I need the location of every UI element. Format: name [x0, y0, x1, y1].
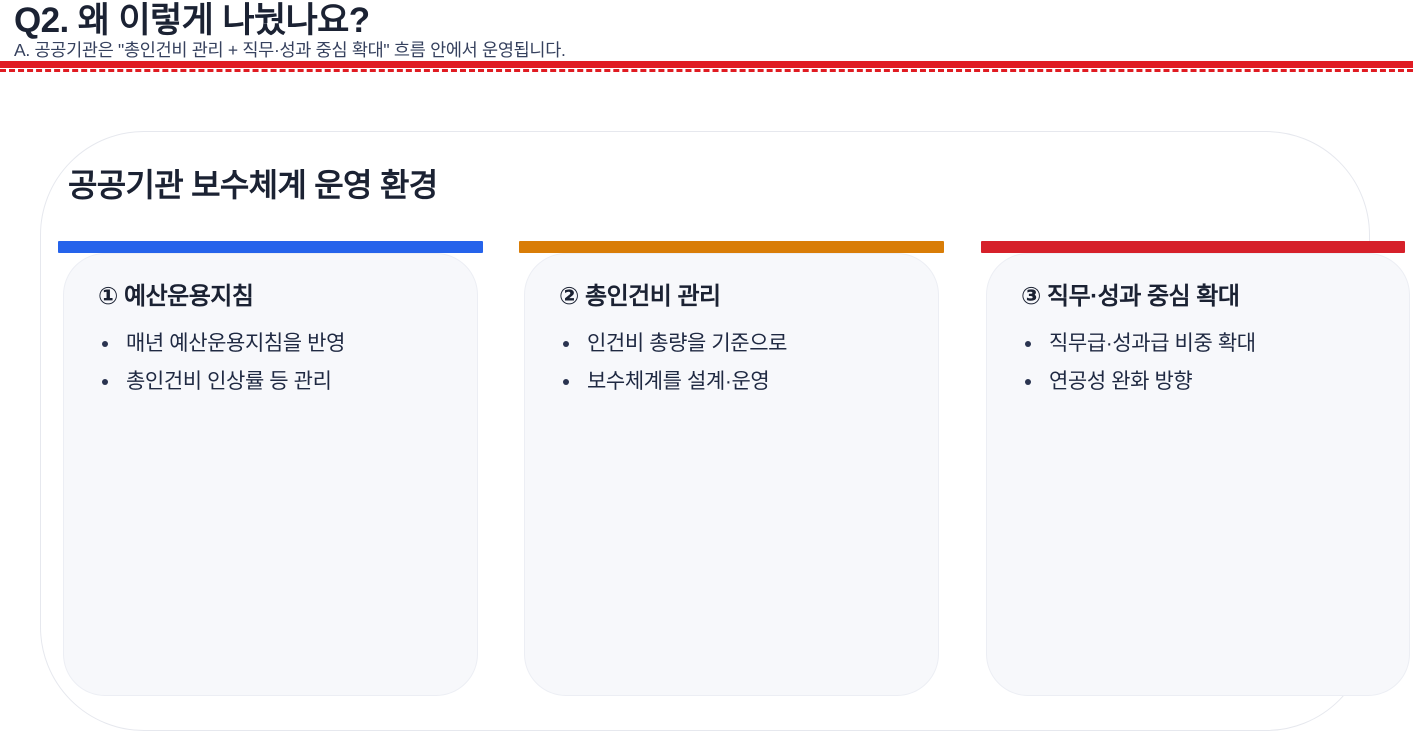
- list-item: 연공성 완화 방향: [1021, 367, 1381, 397]
- slide-header: Q2. 왜 이렇게 나눴나요? A. 공공기관은 "총인건비 관리 + 직무·성…: [0, 0, 1413, 72]
- list-item-label: 인건비 총량을 기준으로: [587, 332, 788, 355]
- list-item: 보수체계를 설계·운영: [559, 367, 919, 397]
- header-divider-solid: [0, 61, 1413, 68]
- column-panel: [986, 253, 1410, 696]
- column-job-performance-focus: ③ 직무·성과 중심 확대 직무급·성과급 비중 확대 연공성 완화 방향: [981, 241, 1410, 697]
- page-subtitle: A. 공공기관은 "총인건비 관리 + 직무·성과 중심 확대" 흐름 안에서 …: [14, 40, 566, 60]
- columns-container: ① 예산운용지침 매년 예산운용지침을 반영 총인건비 인상률 등 관리 ② 총…: [0, 241, 1413, 701]
- accent-bar-blue: [58, 241, 483, 253]
- column-budget-guideline: ① 예산운용지침 매년 예산운용지침을 반영 총인건비 인상률 등 관리: [58, 241, 483, 697]
- column-panel: [63, 253, 478, 696]
- column-panel: [524, 253, 939, 696]
- list-item-label: 직무급·성과급 비중 확대: [1049, 332, 1256, 355]
- accent-bar-red: [981, 241, 1405, 253]
- bullet-dot-icon: [102, 379, 108, 386]
- bullet-list: 인건비 총량을 기준으로 보수체계를 설계·운영: [559, 329, 919, 406]
- bullet-dot-icon: [102, 341, 108, 347]
- list-item: 직무급·성과급 비중 확대: [1021, 329, 1381, 359]
- card-heading: 공공기관 보수체계 운영 환경: [68, 167, 438, 203]
- bullet-dot-icon: [1025, 341, 1031, 347]
- bullet-dot-icon: [563, 341, 569, 347]
- bullet-dot-icon: [563, 379, 569, 386]
- page-title: Q2. 왜 이렇게 나눴나요?: [14, 1, 370, 40]
- list-item: 총인건비 인상률 등 관리: [98, 367, 458, 397]
- list-item-label: 연공성 완화 방향: [1049, 370, 1193, 394]
- bullet-dot-icon: [1025, 379, 1031, 386]
- header-divider-dashed: [0, 69, 1413, 72]
- list-item-label: 총인건비 인상률 등 관리: [126, 370, 332, 394]
- column-title: ③ 직무·성과 중심 확대: [1021, 283, 1240, 310]
- list-item: 매년 예산운용지침을 반영: [98, 329, 458, 359]
- column-total-labor-cost: ② 총인건비 관리 인건비 총량을 기준으로 보수체계를 설계·운영: [519, 241, 944, 697]
- column-title: ① 예산운용지침: [98, 283, 254, 310]
- bullet-list: 매년 예산운용지침을 반영 총인건비 인상률 등 관리: [98, 329, 458, 406]
- bullet-list: 직무급·성과급 비중 확대 연공성 완화 방향: [1021, 329, 1381, 406]
- list-item: 인건비 총량을 기준으로: [559, 329, 919, 359]
- list-item-label: 매년 예산운용지침을 반영: [126, 332, 345, 355]
- accent-bar-orange: [519, 241, 944, 253]
- list-item-label: 보수체계를 설계·운영: [587, 370, 770, 394]
- column-title: ② 총인건비 관리: [559, 283, 721, 310]
